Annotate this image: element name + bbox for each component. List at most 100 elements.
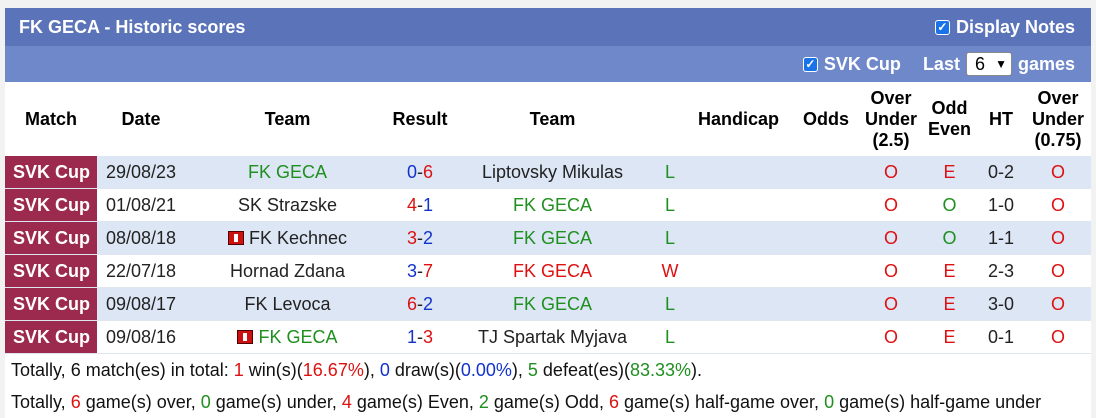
- odds-cell: [792, 320, 860, 354]
- summary-segment: ).: [691, 360, 703, 380]
- summary-segment: ),: [511, 360, 528, 380]
- home-team-name[interactable]: Hornad Zdana: [229, 260, 346, 281]
- col-handicap: Handicap: [685, 82, 792, 156]
- score-separator: -: [417, 161, 423, 182]
- table-row[interactable]: SVK Cup 22/07/18 Hornad Zdana 3-7 FK GECA W O E…: [5, 254, 1091, 288]
- last-games-select[interactable]: 6 ▼: [965, 52, 1012, 76]
- home-team-name[interactable]: FK Kechnec: [248, 227, 348, 248]
- over-under-cell: O: [860, 156, 922, 189]
- score-away: 7: [423, 260, 434, 281]
- summary-segment: 0: [379, 360, 390, 380]
- col-home-team: Team: [185, 82, 390, 156]
- summary-over-under: Totally, 6 game(s) over, 0 game(s) under…: [5, 386, 1091, 418]
- home-team-name[interactable]: FK GECA: [247, 161, 327, 182]
- ht-cell: 0-1: [977, 320, 1025, 354]
- over-under-075-cell: O: [1025, 156, 1091, 189]
- wl-cell: L: [655, 320, 685, 354]
- score-away: 3: [423, 326, 434, 347]
- wl-cell: W: [655, 254, 685, 288]
- over-under-cell: O: [860, 287, 922, 321]
- summary-segment: 2: [478, 392, 489, 412]
- over-under-075-mark: O: [1050, 194, 1065, 215]
- summary-segment: 1: [233, 360, 244, 380]
- competition-label: SVK Cup: [13, 161, 91, 182]
- competition-cell[interactable]: SVK Cup: [5, 287, 97, 321]
- date-cell: 22/07/18: [97, 254, 185, 288]
- win-loss-mark: L: [664, 161, 675, 182]
- summary-segment: game(s) under,: [210, 392, 342, 412]
- odd-even-cell: E: [922, 156, 977, 189]
- over-under-cell: O: [860, 221, 922, 255]
- chevron-down-icon: ▼: [995, 57, 1007, 71]
- competition-label: SVK Cup: [13, 194, 91, 215]
- wl-cell: L: [655, 287, 685, 321]
- col-date: Date: [97, 82, 185, 156]
- summary-segment: game(s) over,: [80, 392, 201, 412]
- summary-segment: 6: [70, 392, 81, 412]
- handicap-cell: [685, 221, 792, 255]
- away-team-name[interactable]: FK GECA: [512, 293, 592, 314]
- col-oe-line1: Odd: [931, 98, 968, 118]
- over-under-075-cell: O: [1025, 221, 1091, 255]
- table-header-row: Match Date Team Result Team Handicap Odd…: [5, 82, 1091, 156]
- ht-cell: 1-0: [977, 188, 1025, 222]
- away-team-name[interactable]: FK GECA: [512, 227, 592, 248]
- display-notes-checkbox[interactable]: ✓: [934, 19, 950, 35]
- away-team-name[interactable]: FK GECA: [512, 260, 592, 281]
- table-row[interactable]: SVK Cup 29/08/23 FK GECA 0-6 Liptovsky Mikul…: [5, 156, 1091, 189]
- table-row[interactable]: SVK Cup 09/08/16 FK GECA 1-3 TJ Spartak Myja…: [5, 320, 1091, 354]
- away-team-name[interactable]: FK GECA: [512, 194, 592, 215]
- wl-cell: L: [655, 188, 685, 222]
- home-team-cell: Hornad Zdana: [185, 254, 390, 288]
- away-team-name[interactable]: TJ Spartak Myjava: [477, 326, 628, 347]
- filter-bar: ✓ SVK Cup Last 6 ▼ games: [5, 46, 1091, 82]
- competition-cell[interactable]: SVK Cup: [5, 188, 97, 222]
- display-notes-toggle[interactable]: ✓ Display Notes: [934, 17, 1075, 38]
- win-loss-mark: L: [664, 194, 675, 215]
- over-under-075-mark: O: [1050, 293, 1065, 314]
- summary-segment: game(s) half-game over,: [618, 392, 825, 412]
- table-row[interactable]: SVK Cup 08/08/18 FK Kechnec 3-2 FK GECA L O O 1-…: [5, 221, 1091, 255]
- home-team-name[interactable]: FK GECA: [258, 326, 338, 347]
- odds-cell: [792, 287, 860, 321]
- over-under-075-mark: O: [1050, 161, 1065, 182]
- wl-cell: L: [655, 221, 685, 255]
- last-games-control: Last 6 ▼ games: [923, 52, 1075, 76]
- table-row[interactable]: SVK Cup 01/08/21 SK Strazske 4-1 FK GECA L O O 1…: [5, 188, 1091, 222]
- result-cell: 4-1: [390, 188, 450, 222]
- competition-cell[interactable]: SVK Cup: [5, 221, 97, 255]
- score-away: 2: [423, 227, 434, 248]
- competition-label: SVK Cup: [13, 260, 91, 281]
- table-row[interactable]: SVK Cup 09/08/17 FK Levoca 6-2 FK GECA L O E 3-0…: [5, 287, 1091, 321]
- summary-segment: 5: [527, 360, 538, 380]
- competition-cell[interactable]: SVK Cup: [5, 254, 97, 288]
- summary-segment: game(s) half-game under: [834, 392, 1042, 412]
- away-team-cell: FK GECA: [450, 188, 655, 222]
- home-team-name[interactable]: SK Strazske: [237, 194, 338, 215]
- away-team-name[interactable]: Liptovsky Mikulas: [481, 161, 624, 182]
- competition-cell[interactable]: SVK Cup: [5, 156, 97, 189]
- over-under-cell: O: [860, 188, 922, 222]
- summary-segment: 16.67%: [302, 360, 364, 380]
- odds-cell: [792, 254, 860, 288]
- over-under-mark: O: [883, 326, 898, 347]
- title-bar: FK GECA - Historic scores ✓ Display Note…: [5, 8, 1091, 46]
- match-date: 09/08/16: [105, 326, 177, 347]
- competition-cell[interactable]: SVK Cup: [5, 320, 97, 354]
- col-result: Result: [390, 82, 450, 156]
- panel-title: FK GECA - Historic scores: [19, 16, 246, 37]
- date-cell: 09/08/17: [97, 287, 185, 321]
- ht-cell: 3-0: [977, 287, 1025, 321]
- win-loss-mark: L: [664, 293, 675, 314]
- col-odd-even: Odd Even: [922, 82, 977, 156]
- match-date: 01/08/21: [105, 194, 177, 215]
- summary-segment: defeat(es)(: [537, 360, 630, 380]
- summary-segment: 0: [200, 392, 211, 412]
- competition-filter[interactable]: ✓ SVK Cup: [802, 54, 901, 75]
- over-under-mark: O: [883, 293, 898, 314]
- home-team-name[interactable]: FK Levoca: [244, 293, 331, 314]
- competition-checkbox[interactable]: ✓: [802, 56, 818, 72]
- over-under-075-cell: O: [1025, 287, 1091, 321]
- summary-results: Totally, 6 match(es) in total: 1 win(s)(…: [5, 354, 1091, 386]
- score-home: 3: [406, 260, 417, 281]
